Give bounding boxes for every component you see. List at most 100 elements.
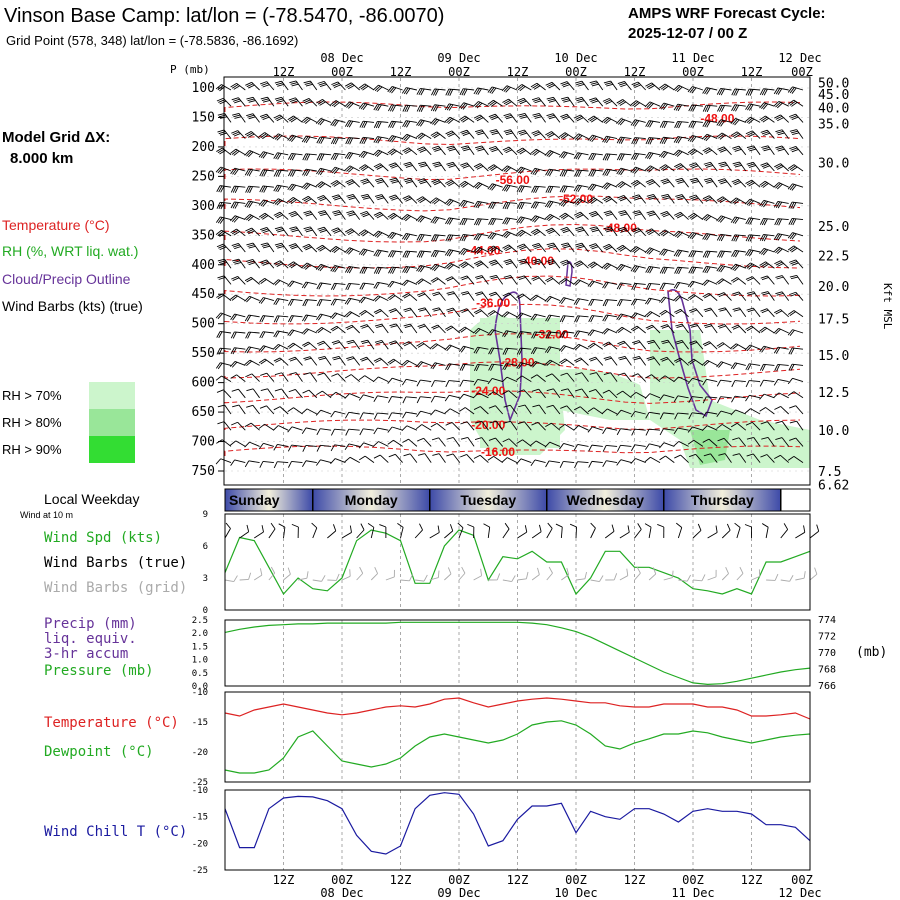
wind-barb-feather xyxy=(718,161,726,165)
wind-barb-feather xyxy=(230,313,236,321)
wind-barb-feather xyxy=(476,130,484,134)
wind-barb-feather xyxy=(748,164,756,168)
surface-wind-barb-feather xyxy=(761,523,769,528)
wind-barb-feather xyxy=(490,364,495,371)
time-tick-top: 12Z xyxy=(624,65,646,79)
surface-grid-barb-feather xyxy=(480,568,482,576)
wind-barb-feather xyxy=(620,84,628,88)
wind-barb-feather xyxy=(718,293,726,298)
wind-barb-feather xyxy=(401,214,408,220)
wind-barb xyxy=(634,428,646,431)
wind-barb-feather xyxy=(215,229,222,235)
wind-barb-feather xyxy=(288,210,296,215)
surface-wind-barb xyxy=(809,530,819,539)
wind-barb xyxy=(720,379,732,383)
wind-barb-feather xyxy=(502,184,507,191)
wind-barb-feather xyxy=(288,356,296,361)
wind-barb-feather xyxy=(702,341,710,345)
wind-barb-feather xyxy=(589,198,596,203)
wind-barb-feather xyxy=(705,198,713,202)
wind-barb-feather xyxy=(504,260,512,264)
wind-barb-feather xyxy=(315,118,322,124)
wind-barb-feather xyxy=(331,227,339,231)
wind-barb-feather xyxy=(491,262,499,266)
wind-barb-feather xyxy=(234,116,242,119)
wind-barb-feather xyxy=(317,210,325,213)
wind-barb xyxy=(795,437,804,447)
wind-barb xyxy=(752,453,761,463)
pressure-unit: (mb) xyxy=(856,645,887,660)
wind-barb-feather xyxy=(532,168,538,175)
wind-barb-feather xyxy=(530,440,537,446)
wind-barb-feather xyxy=(460,262,468,268)
temperature-contour-label: -48.00 xyxy=(700,112,734,126)
wind-barb-feather xyxy=(487,183,493,190)
wind-barb-feather xyxy=(390,267,395,274)
surface-grid-barb xyxy=(283,573,291,581)
wind-barb-feather xyxy=(616,118,622,125)
wind-barb-feather xyxy=(718,119,724,127)
wind-barb-feather xyxy=(748,200,754,207)
wind-barb-feather xyxy=(430,104,435,112)
wind-barb-feather xyxy=(518,404,526,408)
wind-barb-feather xyxy=(303,263,310,269)
wind-barb-feather xyxy=(718,453,726,456)
wind-barb-feather xyxy=(360,178,368,182)
wind-barb xyxy=(767,437,775,447)
wind-barb xyxy=(478,392,489,399)
wind-barb-feather xyxy=(233,150,240,156)
wind-barb-feather xyxy=(689,323,697,327)
time-tick-bottom: 12Z xyxy=(273,873,295,887)
pressure-tick-label: 550 xyxy=(192,346,215,361)
wind-barb-feather xyxy=(632,83,640,87)
wind-barb-feather xyxy=(717,396,721,404)
wind-barb xyxy=(263,442,275,447)
wind-barb-feather xyxy=(674,211,681,216)
wind-barb xyxy=(524,404,532,415)
kft-tick-label: 22.5 xyxy=(818,250,849,265)
wind-barb-feather xyxy=(375,104,380,111)
surface-wind-barb-feather xyxy=(816,524,820,532)
date-label-bottom: 11 Dec xyxy=(671,886,714,900)
wind-barb-feather xyxy=(446,326,454,332)
wind-barb-feather xyxy=(248,201,254,209)
surface-grid-barb xyxy=(312,579,322,582)
wind-barb-feather xyxy=(602,445,607,452)
wind-barb-feather xyxy=(646,166,653,172)
wind-barb-feather xyxy=(445,380,450,388)
wind-barb-feather xyxy=(459,218,464,225)
wind-barb-feather xyxy=(401,233,407,240)
wind-barb-feather xyxy=(502,330,507,337)
wind-barb-feather xyxy=(473,114,481,119)
wind-barb xyxy=(334,410,346,415)
wind-barb-feather xyxy=(304,153,309,161)
wind-barb-feather xyxy=(246,83,254,88)
wind-barb-feather xyxy=(775,115,783,120)
wind-barb-feather xyxy=(232,331,237,339)
wind-barb-feather xyxy=(676,121,681,129)
wind-barb-feather xyxy=(487,391,494,397)
wind-barb-feather xyxy=(374,150,381,157)
wind-barb-feather xyxy=(261,261,269,265)
wind-barb-feather xyxy=(631,283,636,290)
wind-barb xyxy=(320,444,332,447)
wind-barb-feather xyxy=(488,145,496,150)
panel-frame xyxy=(224,789,811,871)
wind-barb-feather xyxy=(560,226,568,231)
surface-grid-barb-feather xyxy=(259,568,263,576)
wind-barb-feather xyxy=(762,249,769,256)
wind-barb-feather xyxy=(501,85,508,92)
wind-barb-feather xyxy=(549,169,554,177)
wind-barb-feather xyxy=(363,121,368,129)
wind-barb-feather xyxy=(790,147,798,151)
wind-barb-feather xyxy=(789,437,796,441)
wind-barb-feather xyxy=(546,404,554,408)
wind-barb-feather xyxy=(590,98,598,103)
wind-barb-feather xyxy=(345,137,350,145)
wind-barb-feather xyxy=(530,313,536,321)
wind-barb-feather xyxy=(275,261,282,266)
wind-barb-feather xyxy=(332,299,337,306)
panel-ytick: 9 xyxy=(203,510,208,520)
wind-barb-feather xyxy=(518,348,523,355)
wind-barb-feather xyxy=(730,131,738,136)
